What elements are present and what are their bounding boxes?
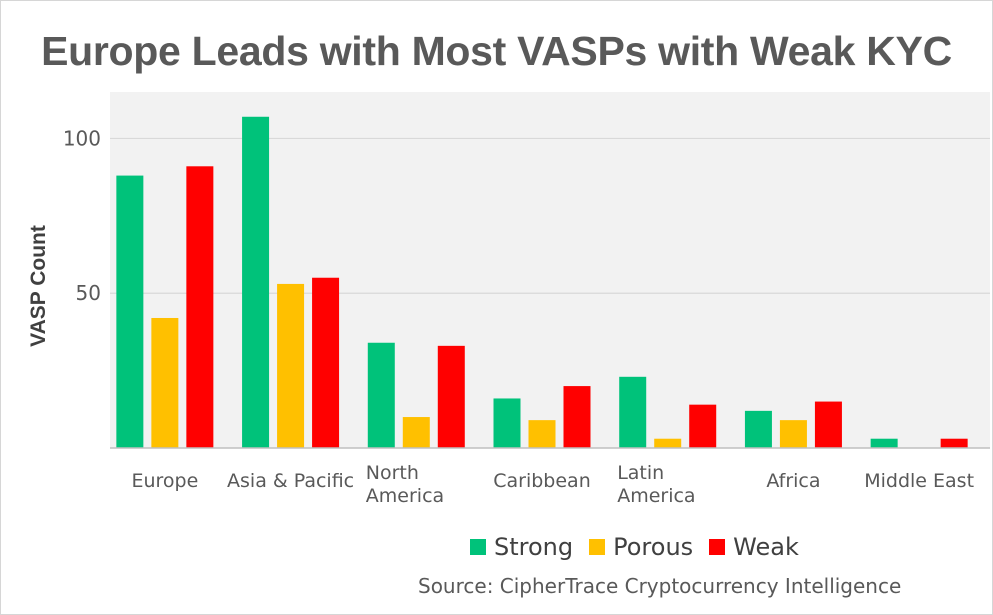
bar-strong-3 [493,398,521,448]
bar-strong-2 [367,342,395,448]
legend-item-strong: Strong [470,533,573,561]
chart-title: Europe Leads with Most VASPs with Weak K… [41,28,952,74]
bar-weak-5 [814,401,842,448]
legend-label-strong: Strong [494,533,574,561]
x-category-label: Caribbean [493,470,591,492]
legend-item-porous: Porous [589,533,693,561]
plot-area [110,92,990,448]
bar-weak-6 [940,438,968,448]
x-category-label: North America [366,462,444,507]
legend-swatch-strong [470,539,486,555]
bar-weak-3 [563,386,591,448]
legend: Strong Porous Weak [470,533,815,561]
legend-swatch-weak [709,539,726,555]
source-note: Source: CipherTrace Cryptocurrency Intel… [418,574,902,598]
legend-label-porous: Porous [613,533,694,561]
bar-strong-0 [116,175,144,448]
bar-weak-1 [312,277,340,448]
x-category-label: Asia & Pacific [227,470,354,492]
x-category-label: Middle East [864,470,974,492]
x-category-label: Latin America [617,462,695,507]
bar-strong-5 [744,410,772,448]
y-tick-label: 100 [63,126,101,150]
bar-porous-4 [654,438,682,448]
bar-strong-4 [619,376,647,448]
bar-porous-5 [779,420,807,448]
bar-porous-0 [151,317,179,448]
bar-porous-3 [528,420,556,448]
bar-strong-1 [242,116,270,448]
bar-weak-4 [689,404,717,448]
legend-swatch-porous [589,539,606,555]
bar-weak-2 [437,345,465,448]
y-axis-title: VASP Count [27,225,50,347]
y-tick-label: 50 [76,281,101,305]
legend-item-weak: Weak [709,533,799,561]
x-category-label: Africa [766,470,820,492]
bar-weak-0 [186,166,214,448]
x-category-label: Europe [131,470,198,492]
bar-strong-6 [870,438,898,448]
bar-porous-1 [277,283,305,448]
bar-porous-2 [402,417,430,448]
legend-label-weak: Weak [733,533,799,561]
